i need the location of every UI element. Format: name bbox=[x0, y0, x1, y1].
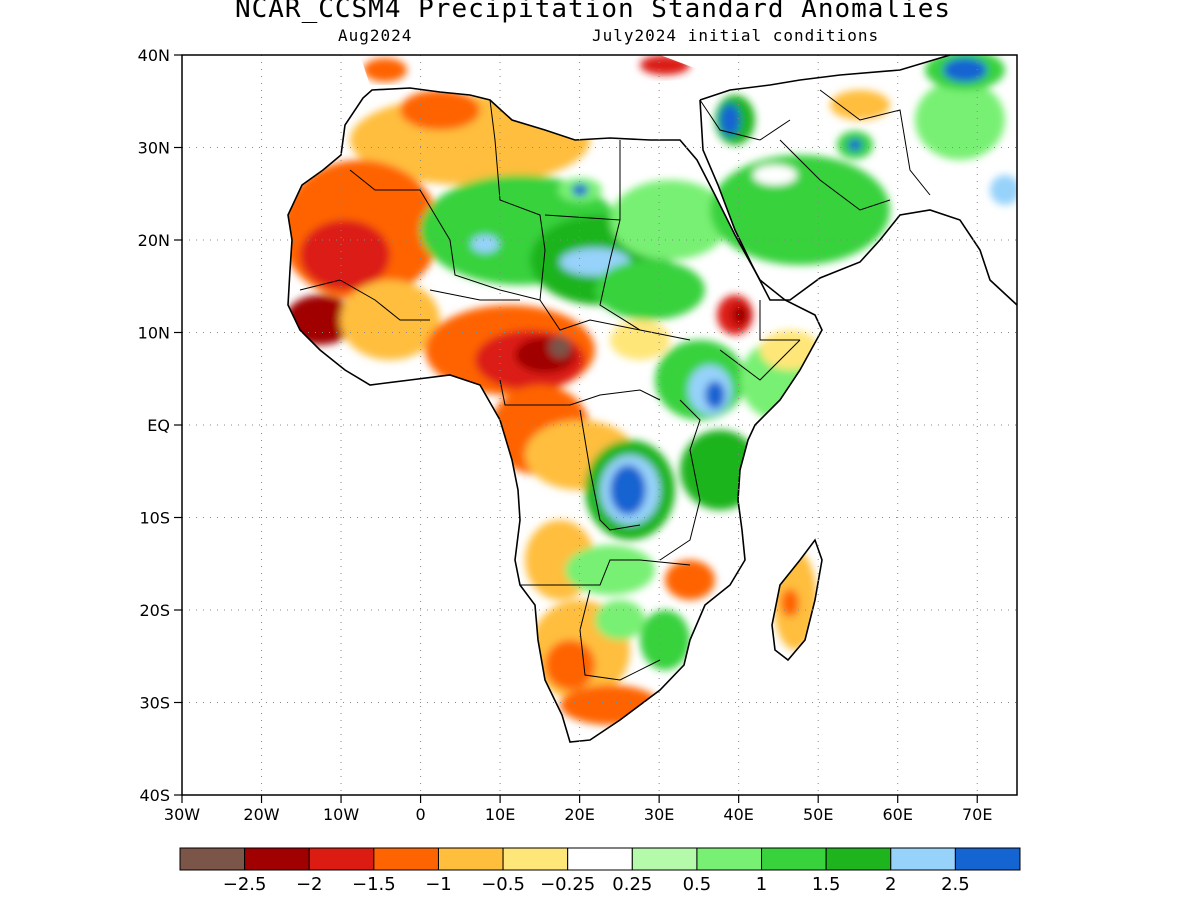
y-tick-label: 40N bbox=[138, 46, 170, 65]
colorbar-label: −1 bbox=[425, 874, 452, 895]
colorbar-label: 2 bbox=[885, 874, 896, 895]
y-tick-label: 20S bbox=[139, 601, 170, 620]
colorbar-swatch bbox=[954, 847, 1021, 871]
x-tick-label: 10E bbox=[485, 805, 515, 824]
colorbar-swatch bbox=[761, 847, 827, 871]
lat-lon-grid bbox=[182, 55, 1017, 795]
colorbar-label: −0.25 bbox=[540, 874, 595, 895]
colorbar-swatch bbox=[631, 847, 698, 871]
initial-conditions-label: July2024 initial conditions bbox=[592, 26, 880, 45]
country-borders bbox=[299, 89, 931, 681]
colorbar-swatch bbox=[179, 847, 246, 871]
x-tick-label: 20W bbox=[243, 805, 279, 824]
colorbar-label: −0.5 bbox=[481, 874, 525, 895]
colorbar-swatch bbox=[696, 847, 763, 871]
colorbar-label: −2 bbox=[296, 874, 323, 895]
y-tick-label: 10N bbox=[138, 324, 170, 343]
colorbar-swatch bbox=[825, 847, 892, 871]
colorbar-label: 0.5 bbox=[683, 874, 712, 895]
y-tick-label: 30N bbox=[138, 139, 170, 158]
x-tick-label: 20E bbox=[564, 805, 594, 824]
x-tick-label: 0 bbox=[415, 805, 425, 824]
colorbar-label: 0.25 bbox=[612, 874, 652, 895]
colorbar: −2.5 −2 −1.5 −1 −0.5 −0.25 0.25 0.5 1 1.5 2 2.5 bbox=[179, 847, 1021, 895]
x-tick-label: 50E bbox=[803, 805, 833, 824]
colorbar-label: 2.5 bbox=[941, 874, 970, 895]
y-tick-label: 10S bbox=[139, 509, 170, 528]
anomaly-field bbox=[183, 55, 1017, 742]
y-tick-label: EQ bbox=[147, 416, 170, 435]
page-title: NCAR_CCSM4 Precipitation Standard Anomal… bbox=[234, 0, 952, 24]
longitude-axis: 30W 20W 10W 0 10E 20E 30E 40E 50E 60E 70E bbox=[164, 795, 992, 824]
colorbar-swatch bbox=[567, 847, 633, 871]
colorbar-swatch bbox=[437, 847, 504, 871]
x-tick-label: 10W bbox=[323, 805, 359, 824]
forecast-month: Aug2024 bbox=[338, 26, 413, 45]
colorbar-label: 1 bbox=[756, 874, 767, 895]
x-tick-label: 60E bbox=[882, 805, 912, 824]
colorbar-label: −2.5 bbox=[223, 874, 267, 895]
colorbar-label: −1.5 bbox=[352, 874, 396, 895]
colorbar-swatch bbox=[502, 847, 569, 871]
x-tick-label: 30E bbox=[644, 805, 674, 824]
colorbar-swatch bbox=[244, 847, 310, 871]
x-tick-label: 30W bbox=[164, 805, 200, 824]
x-tick-label: 70E bbox=[962, 805, 992, 824]
y-tick-label: 40S bbox=[139, 786, 170, 805]
x-tick-label: 40E bbox=[723, 805, 753, 824]
colorbar-swatch bbox=[373, 847, 439, 871]
latitude-axis: 40N 30N 20N 10N EQ 10S 20S 30S 40S bbox=[138, 46, 182, 805]
colorbar-label: 1.5 bbox=[812, 874, 841, 895]
y-tick-label: 20N bbox=[138, 231, 170, 250]
y-tick-label: 30S bbox=[139, 694, 170, 713]
colorbar-swatch bbox=[890, 847, 956, 871]
colorbar-swatch bbox=[308, 847, 375, 871]
